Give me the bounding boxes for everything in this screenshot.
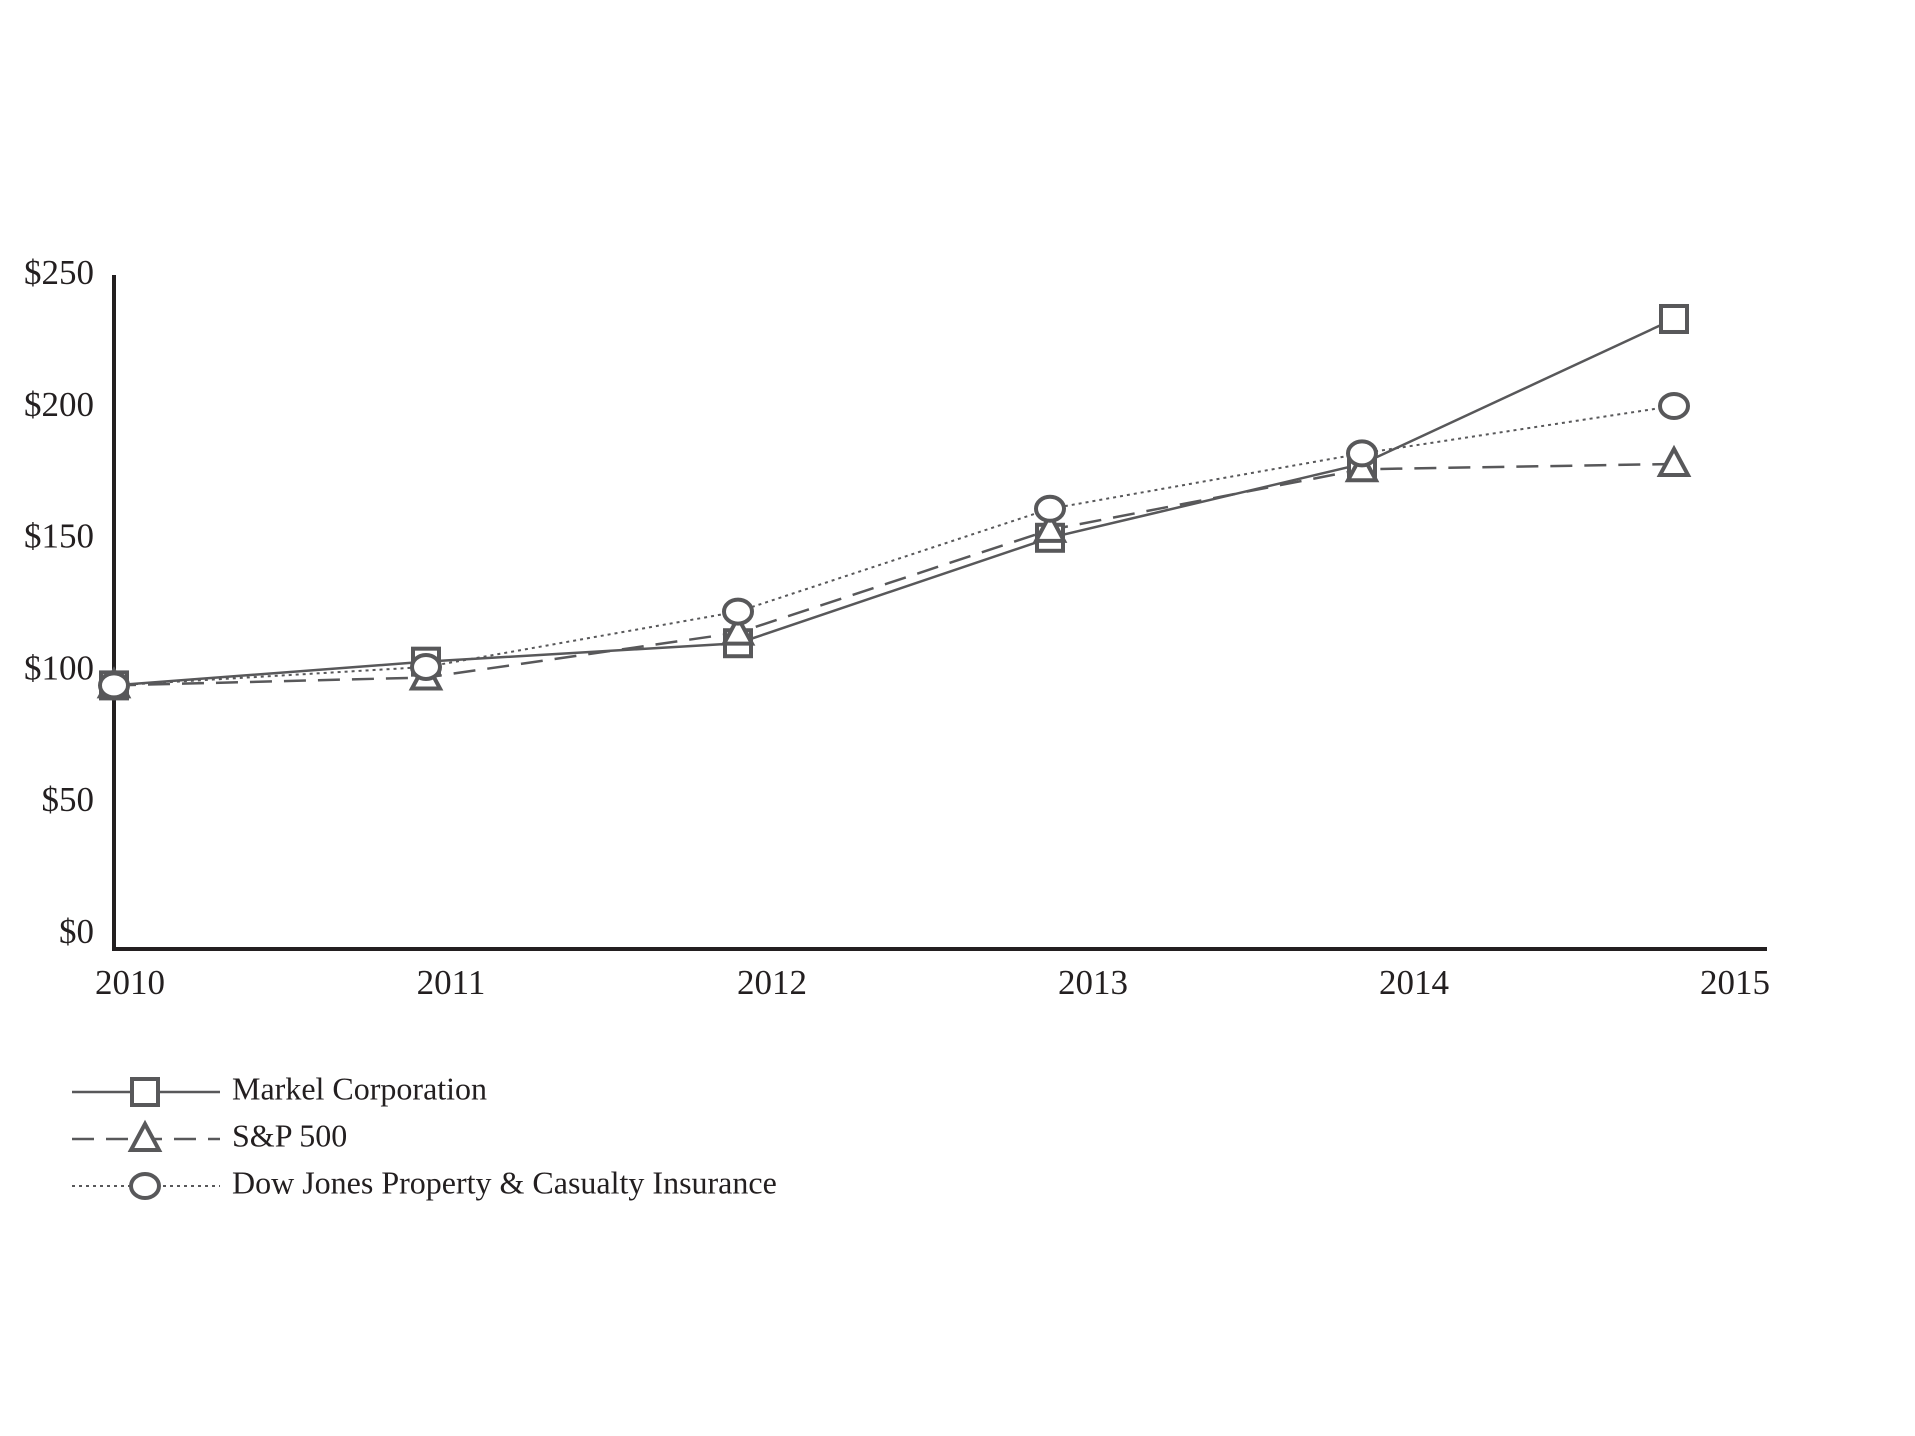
x-tick-label: 2013 bbox=[1058, 963, 1128, 1002]
marker bbox=[1656, 444, 1692, 477]
y-tick-label: $100 bbox=[24, 648, 94, 687]
legend-marker bbox=[130, 1077, 160, 1107]
legend-marker bbox=[129, 1172, 161, 1200]
x-tick-label: 2010 bbox=[95, 963, 165, 1002]
x-tick-label: 2011 bbox=[417, 963, 486, 1002]
y-tick-label: $200 bbox=[24, 385, 94, 424]
marker bbox=[722, 597, 754, 626]
y-tick-label: $250 bbox=[24, 253, 94, 292]
marker bbox=[720, 613, 756, 646]
y-tick-label: $0 bbox=[59, 912, 94, 951]
series-line bbox=[113, 462, 1675, 687]
legend-label: Dow Jones Property & Casualty Insurance bbox=[232, 1164, 777, 1200]
marker bbox=[1659, 303, 1689, 334]
marker bbox=[98, 671, 130, 700]
marker bbox=[410, 652, 442, 681]
legend-label: Markel Corporation bbox=[232, 1070, 487, 1106]
marker bbox=[1658, 391, 1690, 420]
marker bbox=[1346, 439, 1378, 468]
y-tick-label: $50 bbox=[42, 780, 95, 819]
legend-marker bbox=[127, 1119, 163, 1152]
x-tick-label: 2012 bbox=[737, 963, 807, 1002]
x-tick-label: 2014 bbox=[1379, 963, 1449, 1002]
series-line bbox=[113, 317, 1675, 687]
x-tick-label: 2015 bbox=[1700, 963, 1770, 1002]
y-tick-label: $150 bbox=[24, 517, 94, 556]
marker bbox=[1032, 510, 1068, 543]
series-line bbox=[113, 404, 1675, 687]
marker bbox=[1034, 494, 1066, 523]
legend-label: S&P 500 bbox=[232, 1117, 347, 1153]
